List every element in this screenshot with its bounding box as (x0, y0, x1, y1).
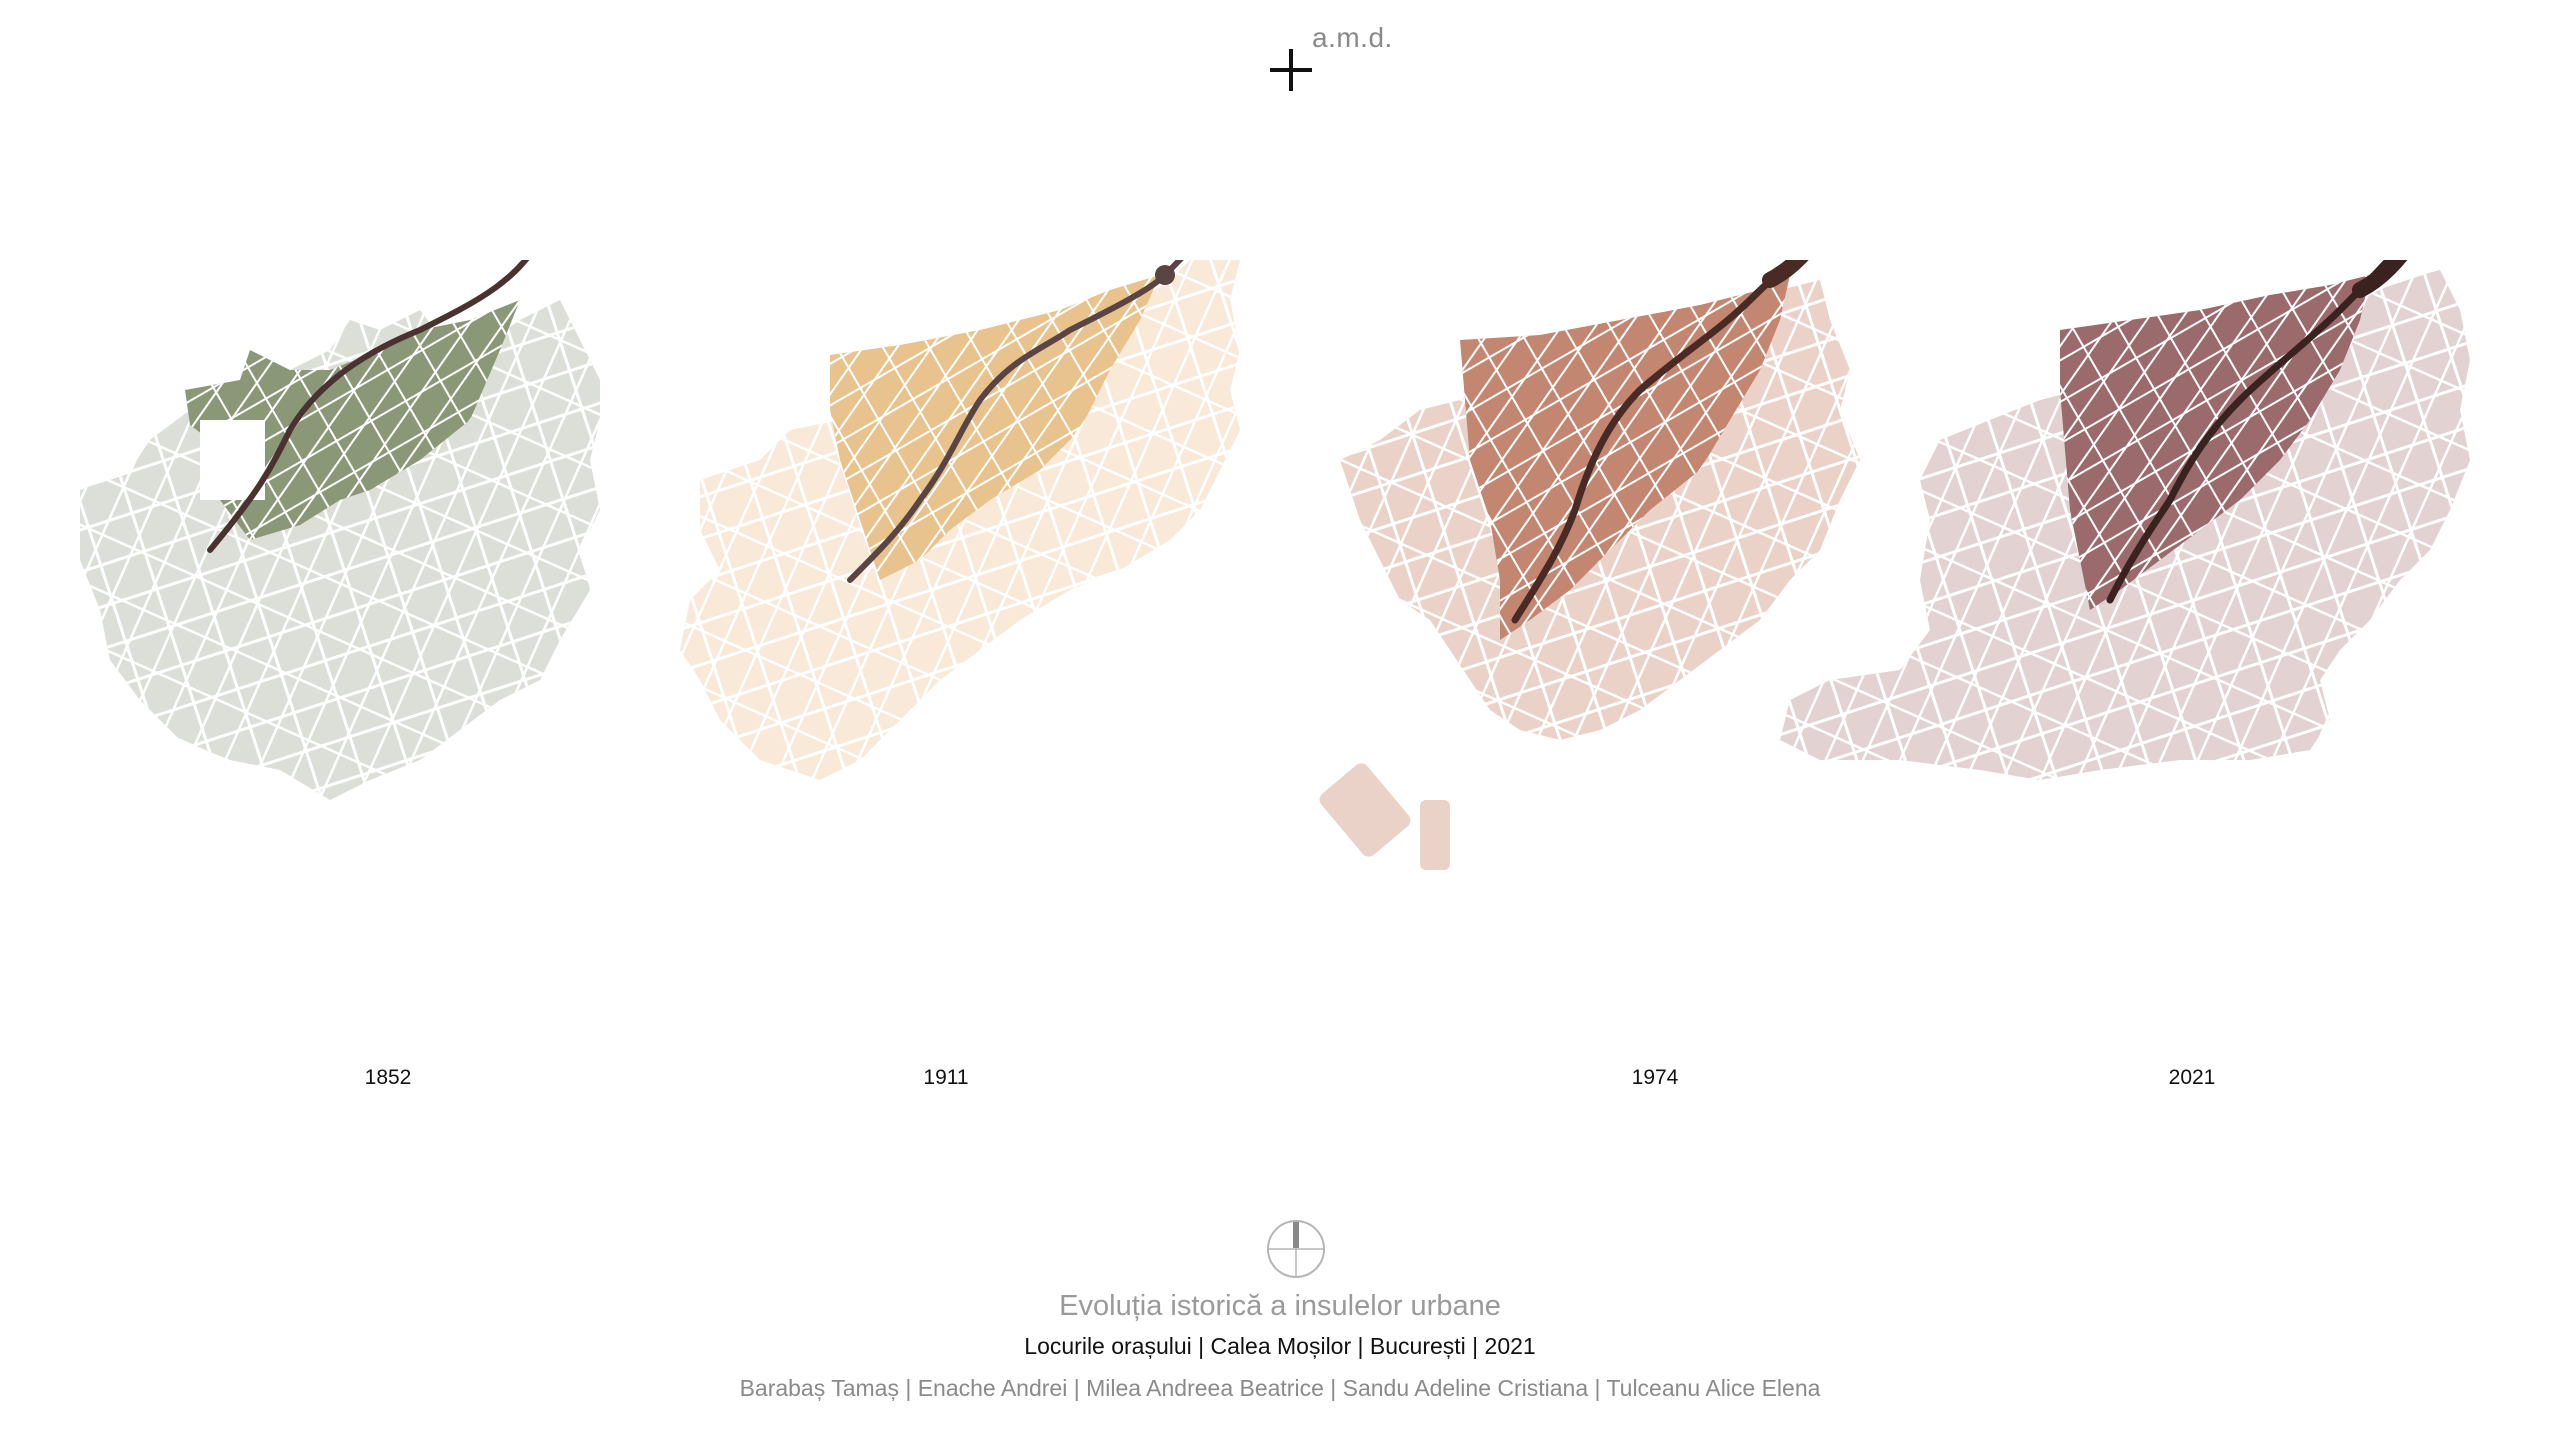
year-label-2021: 2021 (2168, 1066, 2216, 1089)
map-1911 (680, 260, 1240, 780)
logo-text: a.m.d. (1312, 22, 1393, 53)
year-label-1911: 1911 (923, 1066, 969, 1089)
amd-logo: a.m.d. (1270, 22, 1393, 102)
map-2021 (1780, 260, 2470, 780)
year-label-1852: 1852 (364, 1066, 412, 1089)
urban-block-maps (80, 260, 2470, 870)
footer-subtitle: Locurile orașului | Calea Moșilor | Bucu… (1024, 1333, 1536, 1359)
map-1852 (80, 260, 600, 800)
map-1974 (1319, 260, 1860, 870)
footer-authors: Barabaș Tamaș | Enache Andrei | Milea An… (739, 1375, 1821, 1401)
year-label-1974: 1974 (1631, 1066, 1679, 1089)
footer-title: Evoluția istorică a insulelor urbane (1059, 1290, 1501, 1322)
north-arrow-icon (1267, 1220, 1325, 1278)
